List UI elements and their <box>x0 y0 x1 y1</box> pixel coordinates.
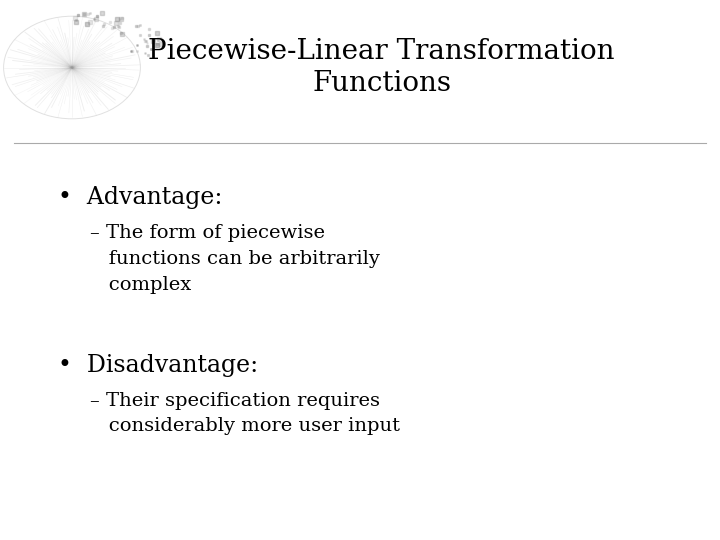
Text: Piecewise-Linear Transformation
Functions: Piecewise-Linear Transformation Function… <box>148 38 615 97</box>
Text: – Their specification requires
   considerably more user input: – Their specification requires considera… <box>90 392 400 435</box>
Text: – The form of piecewise
   functions can be arbitrarily
   complex: – The form of piecewise functions can be… <box>90 224 380 294</box>
Text: •  Advantage:: • Advantage: <box>58 186 222 210</box>
Text: •  Disadvantage:: • Disadvantage: <box>58 354 258 377</box>
